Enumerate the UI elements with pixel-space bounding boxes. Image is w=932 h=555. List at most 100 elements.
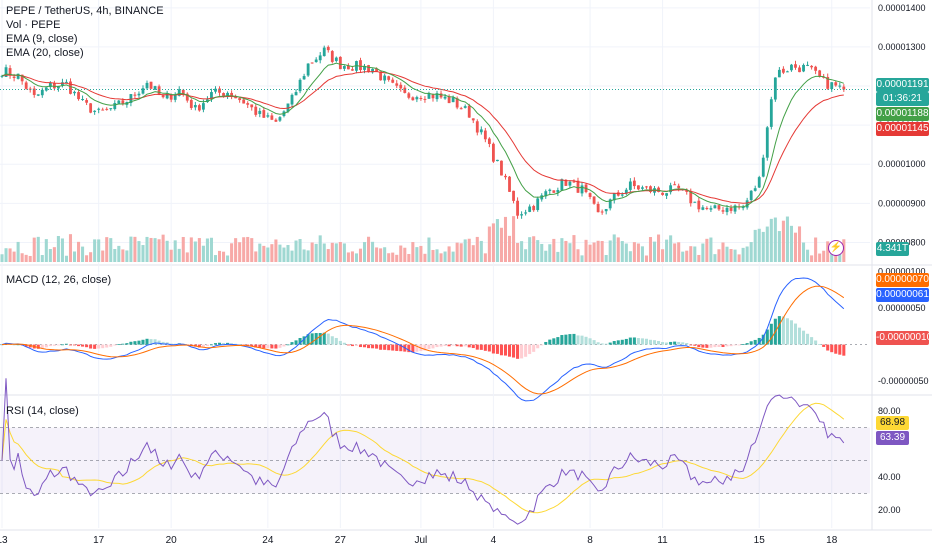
- candle-body: [834, 82, 838, 86]
- macd-histogram-bar: [121, 343, 125, 345]
- volume-bar: [673, 243, 677, 262]
- candle-body: [310, 62, 314, 64]
- volume-bar: [189, 237, 193, 262]
- candle-body: [109, 108, 113, 110]
- macd-histogram-bar: [217, 342, 222, 345]
- macd-histogram-bar: [693, 344, 697, 346]
- volume-bar: [439, 253, 443, 262]
- candle-body: [451, 97, 455, 103]
- volume-bar: [201, 245, 205, 262]
- price-badge: 0.00001191: [876, 78, 929, 92]
- candle-body: [387, 76, 391, 80]
- volume-bar: [644, 255, 648, 262]
- time-tick-label: 24: [262, 535, 274, 546]
- macd-histogram-bar: [145, 338, 149, 345]
- volume-bar: [753, 229, 757, 262]
- volume-bar: [467, 238, 471, 262]
- volume-bar: [765, 226, 769, 262]
- volume-bar: [379, 248, 383, 262]
- candle-body: [761, 157, 765, 177]
- macd-histogram-bar: [701, 344, 705, 348]
- volume-bar: [769, 218, 773, 262]
- macd-histogram-bar: [40, 344, 44, 349]
- volume-bar: [781, 220, 785, 262]
- candle-body: [608, 199, 612, 209]
- macd-histogram-bar: [310, 333, 314, 345]
- volume-bar: [705, 238, 709, 262]
- macd-histogram-bar: [576, 335, 580, 345]
- volume-bar: [427, 237, 431, 262]
- volume-bar: [205, 238, 209, 262]
- candle-body: [73, 91, 76, 94]
- volume-bar: [193, 241, 197, 262]
- macd-histogram-bar: [624, 338, 628, 345]
- volume-bar: [197, 238, 201, 262]
- macd-histogram-bar: [254, 344, 258, 348]
- candle-body: [81, 99, 84, 101]
- volume-bar: [40, 255, 44, 262]
- macd-histogram-bar: [358, 344, 363, 348]
- volume-bar: [338, 242, 342, 262]
- candle-body: [391, 79, 395, 83]
- candle-body: [427, 93, 431, 99]
- volume-bar: [685, 250, 689, 262]
- macd-histogram-bar: [608, 342, 612, 345]
- volume-bar: [407, 253, 411, 262]
- macd-histogram-bar: [342, 342, 346, 345]
- candle-body: [741, 206, 745, 209]
- volume-bar: [435, 249, 439, 262]
- macd-histogram-bar: [141, 339, 145, 345]
- volume-bar: [16, 241, 20, 262]
- volume-bar: [93, 239, 97, 262]
- candle-body: [149, 81, 153, 89]
- macd-histogram-bar: [290, 342, 294, 345]
- volume-bar: [133, 236, 137, 262]
- candle-body: [781, 68, 785, 73]
- candle-body: [314, 59, 318, 63]
- candle-body: [40, 89, 44, 96]
- candle-body: [234, 96, 238, 99]
- macd-histogram-bar: [834, 344, 838, 354]
- volume-bar: [616, 237, 620, 262]
- candle-body: [165, 93, 169, 99]
- macd-histogram-bar: [109, 344, 113, 347]
- macd-histogram-bar: [600, 343, 604, 345]
- candle-body: [0, 75, 4, 77]
- macd-histogram-bar: [665, 342, 669, 345]
- volume-bar: [419, 245, 423, 262]
- lightning-icon[interactable]: ⚡: [828, 240, 844, 256]
- macd-histogram-bar: [322, 332, 326, 345]
- volume-bar: [536, 240, 540, 262]
- macd-histogram-bar: [28, 344, 32, 348]
- macd-histogram-bar: [564, 334, 568, 345]
- volume-bar: [342, 243, 346, 262]
- macd-histogram-bar: [741, 344, 745, 346]
- candle-body: [222, 93, 225, 97]
- macd-histogram-bar: [367, 344, 371, 349]
- macd-histogram-bar: [173, 343, 177, 345]
- volume-bar: [318, 235, 322, 262]
- candle-body: [516, 200, 519, 216]
- volume-bar: [717, 249, 721, 262]
- candle-body: [173, 94, 177, 100]
- volume-bar: [624, 243, 628, 262]
- volume-bar: [28, 255, 32, 262]
- volume-bar: [669, 235, 673, 262]
- macd-histogram-bar: [274, 344, 278, 349]
- macd-histogram-bar: [524, 344, 528, 357]
- volume-bar: [729, 249, 733, 262]
- candle-body: [399, 84, 403, 89]
- macd-histogram-bar: [117, 344, 121, 346]
- volume-bar: [157, 239, 161, 262]
- candle-body: [733, 205, 737, 212]
- candle-body: [729, 207, 733, 211]
- macd-tick-label: -0.00000050: [878, 376, 929, 386]
- volume-bar: [713, 254, 717, 262]
- macd-tick-label: 0.00000100: [878, 267, 926, 277]
- volume-bar: [810, 255, 814, 262]
- candle-body: [141, 88, 145, 94]
- volume-bar: [640, 246, 644, 262]
- ema9-legend: EMA (9, close): [6, 33, 78, 45]
